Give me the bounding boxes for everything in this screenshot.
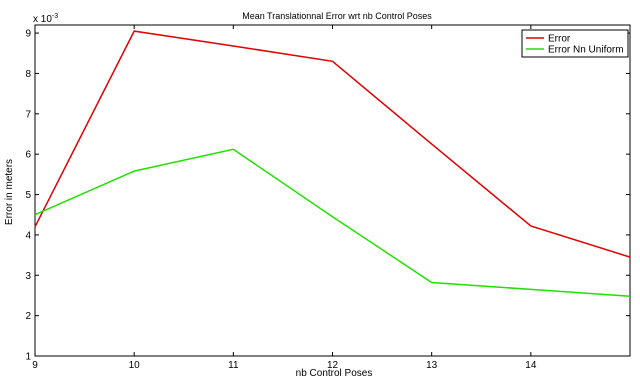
- chart-title: Mean Translationnal Error wrt nb Control…: [242, 11, 432, 21]
- y-tick-label: 8: [25, 69, 31, 80]
- y-axis-title: Error in meters: [4, 159, 15, 225]
- x-axis-title: nb Control Poses: [296, 368, 373, 378]
- x-tick-label: 13: [426, 360, 438, 371]
- y-tick-label: 5: [25, 190, 31, 201]
- y-tick-label: 3: [25, 271, 31, 282]
- x-tick-label: 12: [327, 360, 339, 371]
- series-line-1: [34, 30, 631, 258]
- y-exponent-base: x 10: [33, 14, 52, 25]
- series-lines: [34, 30, 631, 298]
- x-tick-label: 9: [32, 360, 38, 371]
- y-exponent-power: -3: [52, 13, 58, 20]
- legend-label-1: Error: [548, 34, 571, 45]
- x-tick-label: 10: [129, 360, 141, 371]
- legend-box: [521, 29, 629, 58]
- x-tick-label: 11: [228, 360, 239, 371]
- y-tick-label: 6: [25, 150, 31, 161]
- plot-frame: [34, 24, 631, 357]
- x-tick-label: 14: [525, 360, 537, 371]
- y-tick-label: 7: [25, 109, 31, 120]
- y-tick-label: 9: [25, 29, 31, 40]
- series-line-2: [34, 148, 631, 298]
- legend-label-2: Error Nn Uniform: [548, 45, 624, 56]
- y-tick-label: 4: [25, 230, 31, 241]
- y-tick-label: 1: [25, 352, 31, 363]
- y-exponent-label: x 10-3: [33, 13, 58, 25]
- y-tick-label: 2: [25, 311, 31, 322]
